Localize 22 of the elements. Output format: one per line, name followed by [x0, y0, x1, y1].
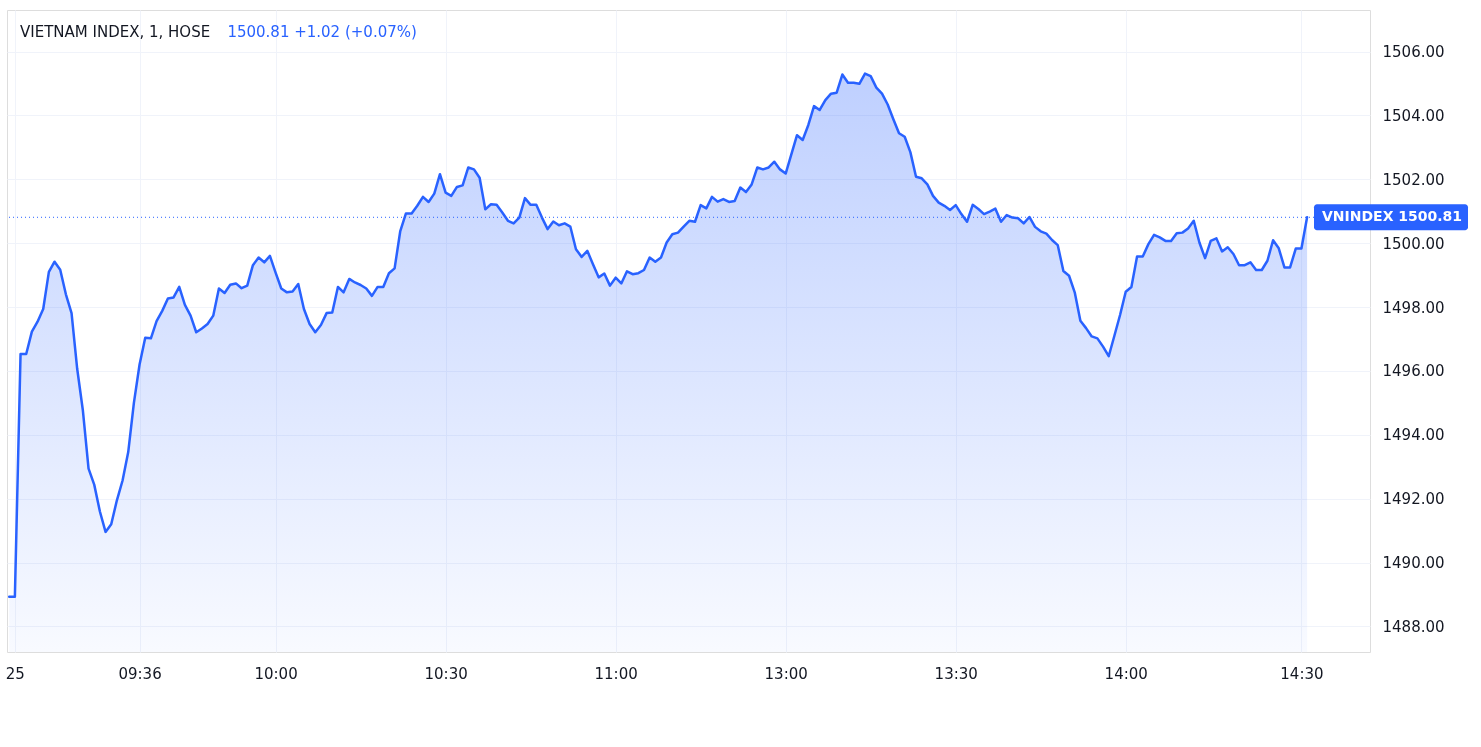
text: VIETNAM INDEX, 1, HOSE	[20, 23, 211, 41]
x-tick-label: 13:30	[934, 664, 978, 683]
x-tick-label: 09:36	[118, 664, 162, 683]
y-tick-label: 1498.00	[1382, 298, 1445, 317]
y-tick-label: 1496.00	[1382, 362, 1445, 381]
y-tick-label: 1502.00	[1382, 170, 1445, 189]
x-tick-label: 14:30	[1280, 664, 1324, 683]
x-tick-label: 10:30	[424, 664, 468, 683]
text: 1500.81 +1.02 (+0.07%)	[227, 23, 417, 41]
x-tick-label: 11:00	[594, 664, 638, 683]
x-tick-label: 13:00	[764, 664, 808, 683]
y-tick-label: 1500.00	[1382, 234, 1445, 253]
y-tick-label: 1506.00	[1382, 43, 1445, 62]
y-tick-label: 1492.00	[1382, 490, 1445, 509]
y-tick-label: 1490.00	[1382, 554, 1445, 573]
y-tick-label: 1488.00	[1382, 617, 1445, 636]
y-tick-label: 1494.00	[1382, 426, 1445, 445]
x-tick-label: 25	[5, 664, 25, 683]
y-tick-label: 1504.00	[1382, 106, 1445, 125]
ref-line-label: VNINDEX 1500.81	[1322, 208, 1463, 225]
x-tick-label: 14:00	[1104, 664, 1148, 683]
x-tick-label: 10:00	[254, 664, 298, 683]
